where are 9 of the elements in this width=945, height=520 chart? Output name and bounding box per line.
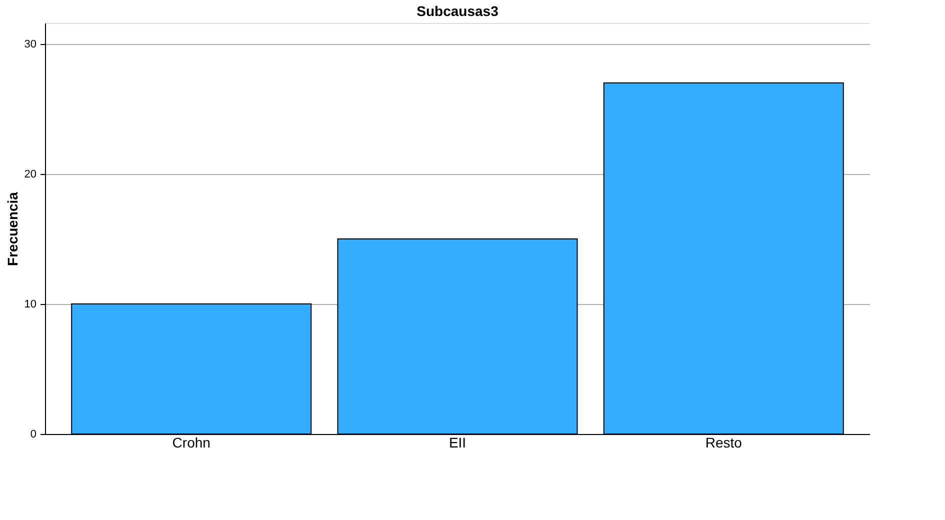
- y-tick-label: 0: [30, 428, 36, 440]
- x-tick-label: EII: [448, 434, 466, 450]
- y-tick-label: 30: [24, 38, 36, 50]
- chart-title: Subcausas3: [416, 3, 499, 19]
- y-axis-title: Frecuencia: [4, 192, 20, 266]
- x-tick-label: Crohn: [172, 434, 210, 450]
- y-tick-label: 10: [24, 298, 36, 310]
- y-tick-label: 20: [24, 168, 36, 180]
- x-tick-label: Resto: [705, 434, 742, 450]
